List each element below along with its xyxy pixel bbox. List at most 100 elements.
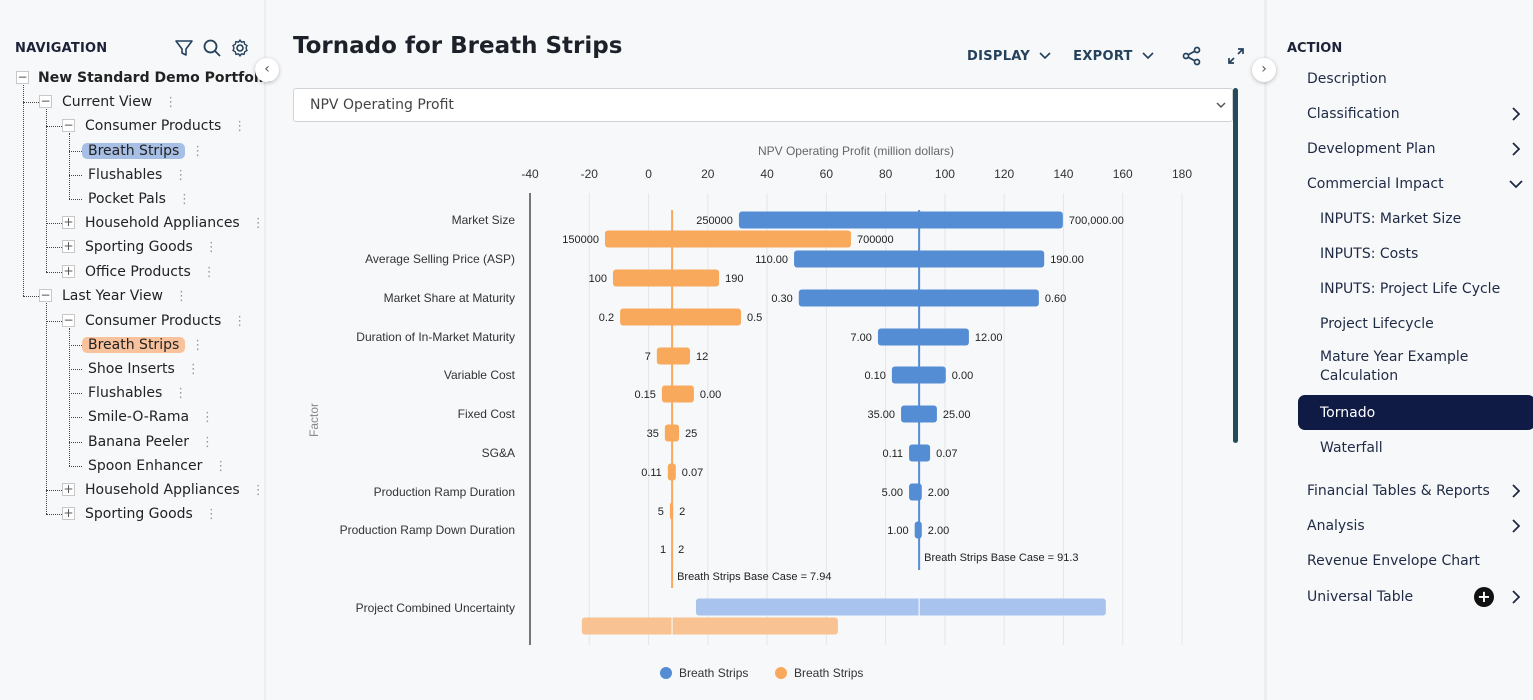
more-options-icon[interactable]: ⋮: [204, 507, 218, 522]
more-options-icon[interactable]: ⋮: [177, 192, 191, 207]
gear-icon[interactable]: [230, 38, 250, 58]
collapse-nav-button[interactable]: ‹: [255, 58, 279, 82]
chevron-right-icon[interactable]: [1510, 589, 1522, 605]
chevron-right-icon[interactable]: [1510, 518, 1522, 534]
more-options-icon[interactable]: ⋮: [202, 265, 216, 280]
expand-node-icon[interactable]: +: [62, 215, 75, 229]
collapse-node-icon[interactable]: −: [62, 118, 75, 132]
x-tick-label: 100: [935, 167, 955, 181]
collapse-action-button[interactable]: ›: [1252, 58, 1276, 82]
action-item[interactable]: Mature Year Example Calculation: [1320, 348, 1490, 388]
collapse-node-icon[interactable]: −: [39, 288, 52, 302]
tree-node[interactable]: Banana Peeler ⋮: [82, 431, 214, 453]
high-value-label: 25.00: [943, 409, 971, 421]
tree-connector: [23, 85, 24, 296]
low-value-label: 1: [660, 544, 666, 556]
action-item[interactable]: Analysis: [1307, 515, 1522, 537]
more-options-icon[interactable]: ⋮: [174, 168, 188, 183]
tree-node[interactable]: Current View ⋮: [56, 91, 177, 113]
action-item[interactable]: INPUTS: Project Life Cycle: [1320, 278, 1533, 300]
chevron-down-icon[interactable]: [1508, 176, 1524, 192]
page-title: Tornado for Breath Strips: [293, 33, 623, 59]
tree-node[interactable]: Household Appliances ⋮: [79, 479, 265, 501]
tree-node[interactable]: Consumer Products ⋮: [79, 115, 246, 137]
tree-node[interactable]: Sporting Goods ⋮: [79, 236, 218, 258]
export-label: EXPORT: [1073, 48, 1133, 64]
tree-node[interactable]: Shoe Inserts ⋮: [82, 358, 200, 380]
tree-node[interactable]: Office Products ⋮: [79, 261, 216, 283]
action-item[interactable]: Financial Tables & Reports: [1307, 480, 1522, 502]
share-icon[interactable]: [1182, 46, 1202, 66]
chevron-right-icon[interactable]: [1510, 141, 1522, 157]
action-item[interactable]: INPUTS: Market Size: [1320, 208, 1533, 230]
tree-node[interactable]: Spoon Enhancer ⋮: [82, 455, 227, 477]
tree-node[interactable]: Breath Strips ⋮: [82, 334, 204, 356]
tree-node-label: Breath Strips: [82, 143, 186, 159]
more-options-icon[interactable]: ⋮: [251, 483, 265, 498]
add-icon[interactable]: +: [1474, 587, 1494, 607]
action-item[interactable]: Classification: [1307, 103, 1522, 125]
expand-node-icon[interactable]: +: [62, 506, 75, 520]
more-options-icon[interactable]: ⋮: [186, 362, 200, 377]
more-options-icon[interactable]: ⋮: [204, 240, 218, 255]
export-button[interactable]: EXPORT: [1073, 49, 1154, 64]
action-item[interactable]: Tornado: [1320, 402, 1533, 424]
low-value-label: 7.00: [851, 332, 872, 344]
tree-node[interactable]: Breath Strips ⋮: [82, 140, 204, 162]
tree-node[interactable]: Consumer Products ⋮: [79, 310, 246, 332]
action-item[interactable]: Description: [1307, 68, 1522, 90]
filter-icon[interactable]: [174, 38, 194, 58]
tree-node[interactable]: Pocket Pals ⋮: [82, 188, 191, 210]
tree-connector: [69, 151, 82, 152]
tornado-bar: [667, 463, 676, 481]
action-item[interactable]: Revenue Envelope Chart: [1307, 550, 1522, 572]
more-options-icon[interactable]: ⋮: [214, 459, 228, 474]
tree-node[interactable]: Smile-O-Rama ⋮: [82, 406, 214, 428]
expand-node-icon[interactable]: +: [62, 239, 75, 253]
high-value-label: 0.60: [1045, 293, 1066, 305]
action-item[interactable]: Commercial Impact: [1307, 173, 1524, 195]
more-options-icon[interactable]: ⋮: [191, 144, 205, 159]
tree-node[interactable]: New Standard Demo Portfolio: [34, 67, 279, 89]
tree-node[interactable]: Last Year View ⋮: [56, 285, 188, 307]
category-label: Market Share at Maturity: [384, 291, 515, 305]
tree-connector: [46, 247, 62, 248]
more-options-icon[interactable]: ⋮: [174, 386, 188, 401]
expand-node-icon[interactable]: +: [62, 264, 75, 278]
tree-node-label: Flushables: [88, 385, 163, 401]
vertical-scrollbar[interactable]: [1233, 88, 1238, 443]
action-item[interactable]: Project Lifecycle: [1320, 313, 1533, 335]
action-item[interactable]: Universal Table +: [1307, 586, 1522, 608]
more-options-icon[interactable]: ⋮: [251, 216, 265, 231]
expand-node-icon[interactable]: +: [62, 482, 75, 496]
more-options-icon[interactable]: ⋮: [200, 435, 214, 450]
more-options-icon[interactable]: ⋮: [233, 119, 247, 134]
tornado-bar: [620, 308, 742, 326]
collapse-node-icon[interactable]: −: [16, 70, 29, 84]
tree-connector: [69, 199, 82, 200]
more-options-icon[interactable]: ⋮: [174, 289, 188, 304]
more-options-icon[interactable]: ⋮: [233, 314, 247, 329]
x-tick-label: 80: [879, 167, 893, 181]
metric-select[interactable]: NPV Operating Profit: [293, 88, 1233, 122]
tree-node-label: Breath Strips: [82, 337, 186, 353]
expand-icon[interactable]: [1226, 46, 1246, 66]
more-options-icon[interactable]: ⋮: [164, 95, 178, 110]
search-icon[interactable]: [202, 38, 222, 58]
chevron-right-icon[interactable]: [1510, 483, 1522, 499]
tree-node[interactable]: Household Appliances ⋮: [79, 212, 265, 234]
action-item[interactable]: Waterfall: [1320, 437, 1533, 459]
more-options-icon[interactable]: ⋮: [201, 410, 215, 425]
display-button[interactable]: DISPLAY: [967, 49, 1051, 64]
action-item[interactable]: Development Plan: [1307, 138, 1522, 160]
collapse-node-icon[interactable]: −: [39, 94, 52, 108]
more-options-icon[interactable]: ⋮: [191, 338, 205, 353]
tree-node[interactable]: Flushables ⋮: [82, 164, 187, 186]
tree-node[interactable]: Flushables ⋮: [82, 382, 187, 404]
collapse-node-icon[interactable]: −: [62, 313, 75, 327]
tree-connector: [46, 303, 47, 514]
chart-toolbar: DISPLAY EXPORT: [967, 46, 1264, 66]
action-item[interactable]: INPUTS: Costs: [1320, 243, 1533, 265]
chevron-right-icon[interactable]: [1510, 106, 1522, 122]
tree-node[interactable]: Sporting Goods ⋮: [79, 503, 218, 525]
